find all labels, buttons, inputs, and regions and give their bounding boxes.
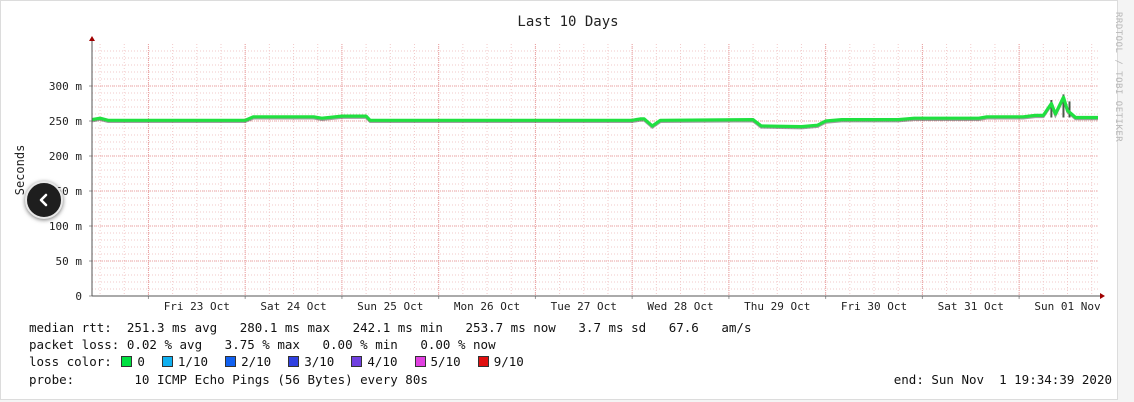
back-button[interactable] — [25, 181, 63, 219]
y-tick-label: 300 m — [49, 80, 82, 93]
loss-color-value: 3/10 — [304, 354, 350, 369]
major-grid — [89, 44, 1098, 299]
loss-color-value: 1/10 — [177, 354, 224, 369]
packet-loss-label: packet loss: — [29, 337, 120, 352]
loss-color-item: 5/10 — [413, 354, 476, 369]
median-rtt-row: median rtt: 251.3 ms avg 280.1 ms max 24… — [29, 320, 752, 336]
y-tick-label: 50 m — [56, 255, 83, 268]
x-tick-label: Wed 28 Oct — [647, 300, 713, 313]
y-axis-arrow — [89, 36, 95, 41]
axes — [89, 36, 1105, 299]
loss-color-swatch — [288, 356, 300, 367]
series-smoke-band — [91, 95, 1098, 130]
packet-loss-row: packet loss: 0.02 % avg 3.75 % max 0.00 … — [29, 337, 496, 353]
probe-value: 10 ICMP Echo Pings (56 Bytes) every 80s — [134, 372, 428, 387]
y-tick-label: 200 m — [49, 150, 82, 163]
y-tick-label: 0 — [75, 290, 82, 303]
x-axis-arrow — [1100, 293, 1105, 299]
probe-row: probe: 10 ICMP Echo Pings (56 Bytes) eve… — [29, 372, 428, 388]
series-layer — [91, 94, 1099, 130]
loss-color-swatch — [351, 356, 363, 367]
loss-color-label: loss color: — [29, 354, 112, 369]
loss-color-item: 9/10 — [476, 354, 539, 369]
minor-grid — [92, 44, 1098, 296]
x-tick-label: Sat 24 Oct — [260, 300, 326, 313]
x-tick-label: Thu 29 Oct — [744, 300, 810, 313]
loss-color-swatch — [121, 356, 133, 367]
loss-color-value: 0 — [137, 354, 160, 369]
median-rtt-values: 251.3 ms avg 280.1 ms max 242.1 ms min 2… — [126, 320, 752, 335]
x-tick-label: Fri 30 Oct — [841, 300, 907, 313]
end-timestamp: end: Sun Nov 1 19:34:39 2020 — [893, 372, 1112, 387]
median-rtt-label: median rtt: — [29, 320, 112, 335]
loss-color-item: 2/10 — [223, 354, 286, 369]
loss-color-value: 9/10 — [493, 354, 539, 369]
loss-color-row: loss color: 0 1/10 2/10 3/10 4/10 5/10 9… — [29, 354, 539, 370]
loss-color-swatch — [414, 356, 426, 367]
packet-loss-values: 0.02 % avg 3.75 % max 0.00 % min 0.00 % … — [126, 337, 496, 352]
loss-color-item: 0 — [119, 354, 160, 369]
probe-label: probe: — [29, 372, 75, 387]
chart-title: Last 10 Days — [517, 14, 618, 30]
x-tick-label: Tue 27 Oct — [551, 300, 617, 313]
x-tick-label: Fri 23 Oct — [164, 300, 230, 313]
loss-color-swatch — [225, 356, 237, 367]
loss-color-item: 1/10 — [160, 354, 223, 369]
x-tick-labels: Fri 23 Oct Sat 24 Oct Sun 25 Oct Mon 26 Oct… — [164, 300, 1101, 313]
loss-color-swatch — [161, 356, 173, 367]
chevron-left-icon — [39, 193, 48, 207]
loss-color-item: 4/10 — [349, 354, 412, 369]
loss-color-swatches: 0 1/10 2/10 3/10 4/10 5/10 9/10 — [119, 354, 539, 369]
x-tick-label: Mon 26 Oct — [454, 300, 520, 313]
loss-color-value: 5/10 — [430, 354, 476, 369]
y-tick-label: 100 m — [49, 220, 82, 233]
loss-color-swatch — [477, 356, 489, 367]
loss-color-value: 4/10 — [367, 354, 413, 369]
series-line — [91, 95, 1098, 129]
loss-color-item: 3/10 — [286, 354, 349, 369]
y-axis-label: Seconds — [13, 145, 27, 196]
loss-color-value: 2/10 — [241, 354, 287, 369]
rrdtool-credit: RRDTOOL / TOBI OETIKER — [1113, 12, 1123, 142]
x-tick-label: Sun 01 Nov — [1034, 300, 1101, 313]
x-tick-label: Sat 31 Oct — [938, 300, 1004, 313]
y-tick-label: 250 m — [49, 115, 82, 128]
x-tick-label: Sun 25 Oct — [357, 300, 423, 313]
